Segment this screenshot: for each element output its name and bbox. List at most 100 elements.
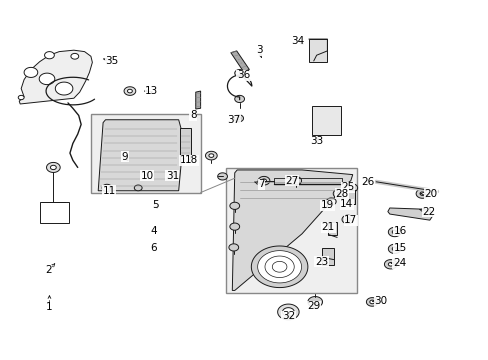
Polygon shape [230, 51, 249, 72]
Bar [321, 248, 333, 265]
Polygon shape [387, 208, 432, 220]
Polygon shape [329, 124, 332, 127]
Text: 35: 35 [105, 56, 118, 66]
Polygon shape [24, 67, 38, 77]
Text: 23: 23 [314, 257, 327, 267]
Bar [342, 190, 354, 204]
Polygon shape [345, 184, 357, 192]
Text: 25: 25 [341, 182, 354, 192]
Polygon shape [205, 151, 217, 160]
Polygon shape [348, 186, 353, 190]
Polygon shape [314, 130, 318, 133]
Polygon shape [55, 82, 73, 95]
Text: 13: 13 [145, 86, 158, 96]
Polygon shape [233, 115, 243, 122]
Polygon shape [319, 41, 327, 47]
Polygon shape [102, 184, 112, 192]
Polygon shape [229, 202, 239, 210]
Polygon shape [326, 198, 335, 205]
Polygon shape [264, 256, 294, 278]
Polygon shape [124, 87, 136, 95]
Text: 34: 34 [291, 36, 304, 46]
Bar [308, 39, 327, 62]
Polygon shape [98, 120, 183, 191]
Polygon shape [44, 51, 54, 59]
Polygon shape [391, 247, 396, 251]
Polygon shape [19, 50, 92, 104]
Polygon shape [251, 246, 307, 288]
Text: 27: 27 [285, 176, 298, 186]
Polygon shape [387, 262, 392, 266]
Polygon shape [336, 192, 341, 195]
Polygon shape [18, 95, 24, 100]
Text: 8: 8 [190, 111, 196, 121]
Polygon shape [391, 230, 396, 234]
Polygon shape [134, 185, 142, 191]
Polygon shape [332, 189, 345, 198]
Polygon shape [307, 297, 322, 307]
Bar [180, 128, 190, 162]
Polygon shape [234, 95, 244, 103]
Bar [91, 114, 200, 193]
Text: 22: 22 [421, 207, 434, 217]
Text: 21: 21 [321, 222, 334, 232]
Polygon shape [369, 300, 374, 304]
Polygon shape [236, 117, 240, 120]
Polygon shape [50, 165, 56, 170]
Polygon shape [329, 130, 332, 133]
Polygon shape [419, 192, 424, 195]
Polygon shape [228, 244, 238, 251]
Polygon shape [39, 73, 55, 85]
Text: 9: 9 [122, 152, 128, 162]
Text: 11: 11 [102, 186, 115, 196]
Polygon shape [232, 170, 352, 291]
Bar [311, 107, 340, 135]
Text: 6: 6 [150, 243, 156, 253]
Text: 14: 14 [340, 199, 353, 210]
Text: 4: 4 [150, 226, 156, 236]
Text: 18: 18 [185, 155, 198, 165]
Polygon shape [322, 112, 325, 115]
Polygon shape [289, 176, 301, 185]
Text: 33: 33 [309, 136, 323, 146]
Polygon shape [329, 118, 332, 121]
Polygon shape [384, 260, 396, 269]
Bar [328, 222, 336, 234]
Polygon shape [387, 227, 400, 237]
Polygon shape [261, 179, 266, 183]
Polygon shape [345, 218, 349, 221]
Polygon shape [329, 112, 332, 115]
Polygon shape [322, 118, 325, 121]
Text: 31: 31 [165, 171, 179, 181]
Polygon shape [195, 91, 200, 109]
Polygon shape [127, 89, 132, 93]
Text: 1: 1 [46, 302, 53, 312]
Polygon shape [322, 130, 325, 133]
Polygon shape [272, 261, 286, 272]
Text: 32: 32 [281, 311, 294, 321]
Text: 26: 26 [360, 177, 373, 187]
Text: 10: 10 [140, 171, 153, 181]
Text: 28: 28 [335, 189, 348, 199]
Text: 7: 7 [258, 179, 264, 189]
Text: 36: 36 [236, 70, 250, 80]
Polygon shape [322, 124, 325, 127]
Polygon shape [258, 176, 269, 185]
Text: 3: 3 [255, 45, 262, 55]
Bar [225, 168, 356, 293]
Polygon shape [257, 251, 301, 283]
Polygon shape [71, 53, 79, 59]
Polygon shape [314, 112, 318, 115]
Polygon shape [366, 298, 377, 306]
Polygon shape [314, 124, 318, 127]
Text: 37: 37 [227, 115, 240, 125]
Polygon shape [415, 189, 428, 198]
Polygon shape [46, 162, 60, 172]
Text: 24: 24 [392, 258, 406, 268]
Polygon shape [234, 69, 244, 77]
Text: 20: 20 [423, 189, 436, 199]
Polygon shape [387, 244, 400, 253]
Polygon shape [277, 304, 299, 320]
Polygon shape [229, 223, 239, 230]
Polygon shape [217, 173, 227, 180]
